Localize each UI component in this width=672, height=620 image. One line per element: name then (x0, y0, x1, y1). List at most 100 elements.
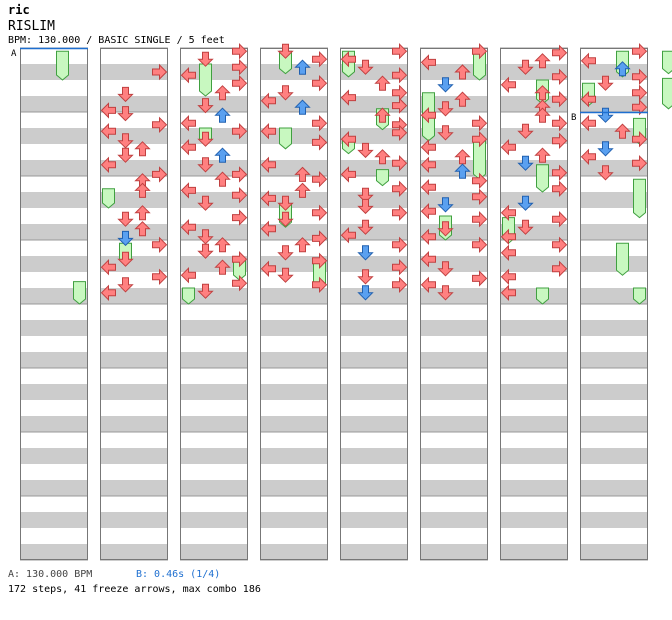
step-arrow (500, 268, 516, 286)
step-arrow (294, 182, 311, 198)
beat-stripe (260, 384, 328, 400)
step-arrow (632, 154, 648, 172)
step-arrow (632, 98, 648, 116)
beat-stripe (100, 512, 168, 528)
step-arrow (232, 186, 248, 204)
beat-stripe (500, 64, 568, 80)
step-arrow (232, 166, 248, 183)
beat-stripe (260, 320, 328, 336)
step-arrow (197, 131, 214, 147)
step-arrow (357, 269, 374, 285)
step-arrow (454, 163, 471, 179)
step-arrow (294, 59, 311, 75)
beat-stripe (100, 288, 168, 304)
beat-stripe (100, 416, 168, 432)
beat-stripe (580, 192, 648, 208)
step-arrow (312, 50, 328, 68)
beat-stripe (420, 128, 488, 144)
step-arrow (100, 156, 116, 174)
beat-stripe (260, 544, 328, 560)
step-arrow (100, 284, 116, 302)
beat-stripe (500, 96, 568, 112)
chart-stats: 172 steps, 41 freeze arrows, max combo 1… (8, 584, 261, 595)
step-arrow (552, 210, 568, 228)
step-arrow (580, 90, 596, 108)
step-arrow (437, 197, 454, 213)
beat-stripe (20, 96, 88, 112)
beat-stripe (500, 128, 568, 144)
column-border (180, 48, 248, 560)
beat-stripe (180, 480, 248, 496)
step-arrow (392, 180, 408, 198)
step-arrow (180, 182, 196, 199)
step-arrow (277, 85, 294, 101)
step-arrow (392, 124, 408, 142)
beat-stripe (260, 256, 328, 272)
stop-legend: B: 0.46s (1/4) (136, 569, 221, 580)
step-arrow (277, 211, 294, 227)
step-arrow (420, 156, 436, 174)
beat-stripe (20, 448, 88, 464)
step-arrow (117, 277, 134, 293)
step-arrow (260, 260, 276, 278)
beat-stripe (500, 480, 568, 496)
step-arrow (100, 122, 116, 140)
step-arrow (197, 51, 214, 67)
step-arrow (232, 42, 248, 60)
step-arrow (197, 98, 214, 114)
beat-stripe (580, 288, 648, 304)
step-arrow (597, 165, 614, 181)
chart-info: BPM: 130.000 / BASIC SINGLE / 5 feet (8, 35, 225, 46)
freeze-arrow (376, 169, 389, 187)
step-arrow (214, 85, 231, 101)
beat-stripe (420, 544, 488, 560)
beat-stripe (420, 64, 488, 80)
beat-stripe (100, 320, 168, 336)
step-arrow (294, 237, 311, 253)
step-arrow (472, 114, 488, 132)
beat-stripe (420, 288, 488, 304)
step-arrow (260, 92, 276, 110)
column-border (420, 48, 488, 560)
step-arrow (152, 166, 168, 183)
step-arrow (117, 147, 134, 163)
step-arrow (392, 236, 408, 254)
step-arrow (357, 285, 374, 301)
step-arrow (614, 123, 631, 139)
beat-stripe (420, 160, 488, 176)
beat-stripe (260, 160, 328, 176)
beat-stripe (180, 416, 248, 432)
beat-stripe (340, 288, 408, 304)
step-arrow (517, 195, 534, 211)
step-arrow (180, 114, 196, 132)
column-border (260, 48, 328, 560)
step-arrow (312, 230, 328, 247)
step-arrow (420, 250, 436, 268)
beat-stripe (340, 96, 408, 112)
beat-stripe (340, 480, 408, 496)
beat-stripe (260, 512, 328, 528)
beat-stripe (500, 448, 568, 464)
beat-stripe (20, 256, 88, 272)
beat-stripe (500, 160, 568, 176)
beat-stripe (580, 480, 648, 496)
beat-stripe (180, 512, 248, 528)
step-arrow (260, 156, 276, 174)
beat-stripe (20, 160, 88, 176)
step-arrow (374, 149, 391, 165)
step-arrow (472, 236, 488, 254)
freeze-arrow (662, 77, 672, 110)
step-arrow (134, 221, 151, 237)
beat-stripe (260, 288, 328, 304)
beat-stripe (20, 544, 88, 560)
step-arrow (580, 52, 596, 70)
step-arrow (552, 90, 568, 108)
freeze-arrow (662, 50, 672, 75)
song-subtitle: RISLIM (8, 19, 55, 34)
column-border (500, 48, 568, 560)
beat-stripe (100, 64, 168, 80)
beat-stripe (500, 256, 568, 272)
beat-stripe (420, 512, 488, 528)
step-arrow (534, 53, 551, 69)
